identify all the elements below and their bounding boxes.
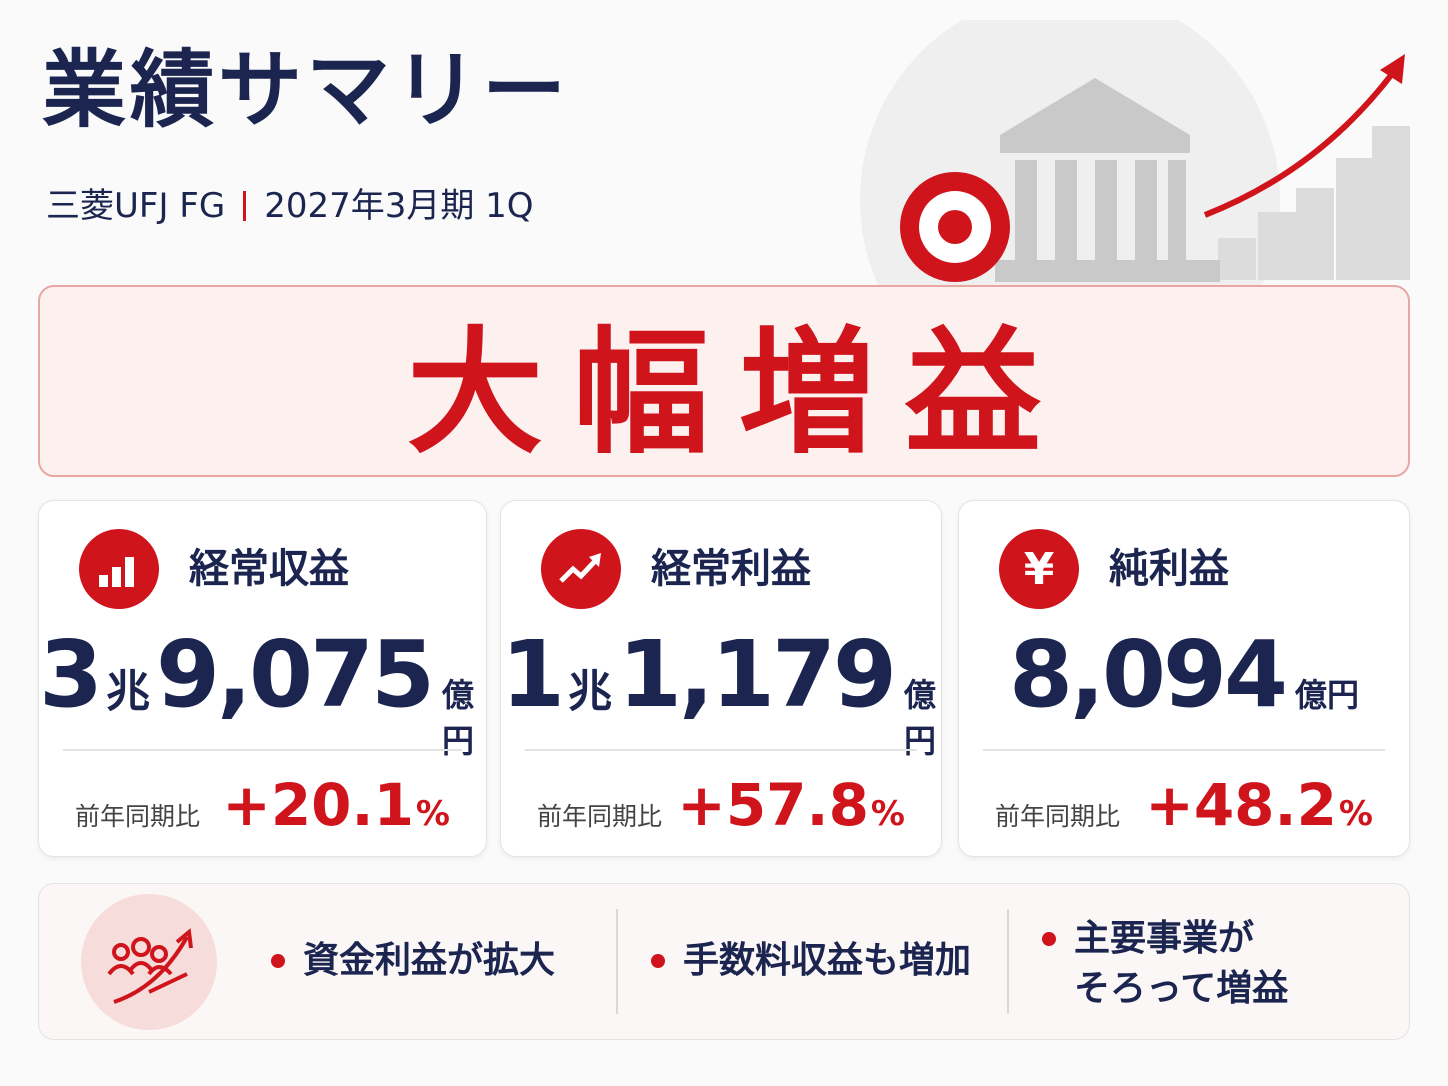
- metric-icon: [79, 529, 159, 609]
- metric-value: 3 兆 9,075 億円: [39, 621, 486, 760]
- value-major-unit: 兆: [106, 666, 151, 717]
- headline: 大幅増益: [407, 314, 1071, 473]
- metric-label: 純利益: [1109, 546, 1229, 592]
- change-unit: %: [870, 794, 905, 834]
- change: +20.1%: [222, 771, 450, 839]
- point-line: 手数料収益も増加: [683, 940, 972, 981]
- metric-value: 1 兆 1,179 億円: [501, 621, 941, 760]
- point-line: 資金利益が拡大: [303, 940, 556, 981]
- compare-label: 前年同期比: [75, 802, 201, 831]
- value-major: 1: [501, 621, 565, 728]
- period: 2027年3月期 1Q: [264, 186, 534, 226]
- separator: [243, 191, 247, 221]
- value-unit: 億円: [904, 676, 937, 760]
- divider: [983, 749, 1385, 751]
- headline-banner: 大幅増益: [38, 285, 1410, 477]
- change-unit: %: [415, 794, 450, 834]
- point-line: 主要事業が: [1074, 918, 1255, 959]
- value-unit: 億円: [442, 676, 475, 760]
- metric-label: 経常利益: [651, 546, 811, 592]
- point: 主要事業がそろって増益: [1074, 914, 1288, 1014]
- icon-figure: [107, 928, 193, 1004]
- metric-value: 8,094 億円: [959, 621, 1409, 731]
- metric-icon: ¥: [999, 529, 1079, 609]
- value-minor: 9,075: [156, 621, 435, 728]
- points-icon: [81, 894, 217, 1030]
- bar-graphic: [1218, 126, 1410, 280]
- logo-core: [938, 210, 972, 244]
- divider: [525, 749, 917, 751]
- point-divider: [616, 909, 618, 1014]
- comparison: 前年同期比 +57.8%: [537, 771, 905, 841]
- change-value: +20.1: [222, 771, 414, 839]
- comparison: 前年同期比 +20.1%: [75, 771, 450, 841]
- metric-icon: [541, 529, 621, 609]
- change-unit: %: [1338, 794, 1373, 834]
- arrow: [1203, 68, 1398, 218]
- value-major-unit: 兆: [568, 666, 613, 717]
- subtitle: 三菱UFJ FG 2027年3月期 1Q: [46, 186, 534, 226]
- divider: [63, 749, 462, 751]
- compare-label: 前年同期比: [537, 802, 663, 831]
- value-minor: 1,179: [618, 621, 897, 728]
- bullet: [1042, 932, 1056, 946]
- point-divider: [1007, 909, 1009, 1014]
- value-minor: 8,094: [1008, 621, 1288, 728]
- point: 資金利益が拡大: [303, 936, 555, 986]
- point-line: そろって増益: [1074, 968, 1289, 1009]
- icon-bg: [81, 894, 217, 1030]
- metric-card: 経常収益 3 兆 9,075 億円前年同期比 +20.1%: [38, 500, 487, 857]
- bullet: [271, 954, 285, 968]
- illustration: [860, 20, 1410, 285]
- value-unit: 億円: [1295, 676, 1360, 714]
- change: +48.2%: [1145, 771, 1373, 839]
- value-major: 3: [39, 621, 103, 728]
- compare-label: 前年同期比: [995, 802, 1121, 831]
- bullet: [651, 954, 665, 968]
- arrow-head: [1380, 54, 1405, 84]
- metric-label: 経常収益: [189, 546, 349, 592]
- change-value: +57.8: [677, 771, 869, 839]
- change-value: +48.2: [1145, 771, 1337, 839]
- company: 三菱UFJ FG: [46, 186, 226, 226]
- point: 手数料収益も増加: [683, 936, 971, 986]
- title: 業績サマリー: [42, 41, 571, 139]
- change: +57.8%: [677, 771, 905, 839]
- metric-card: 経常利益 1 兆 1,179 億円前年同期比 +57.8%: [500, 500, 942, 857]
- comparison: 前年同期比 +48.2%: [995, 771, 1373, 841]
- metric-card: ¥ 純利益 8,094 億円前年同期比 +48.2%: [958, 500, 1410, 857]
- points-panel: 資金利益が拡大 手数料収益も増加 主要事業がそろって増益: [38, 883, 1410, 1040]
- bank: [995, 78, 1220, 282]
